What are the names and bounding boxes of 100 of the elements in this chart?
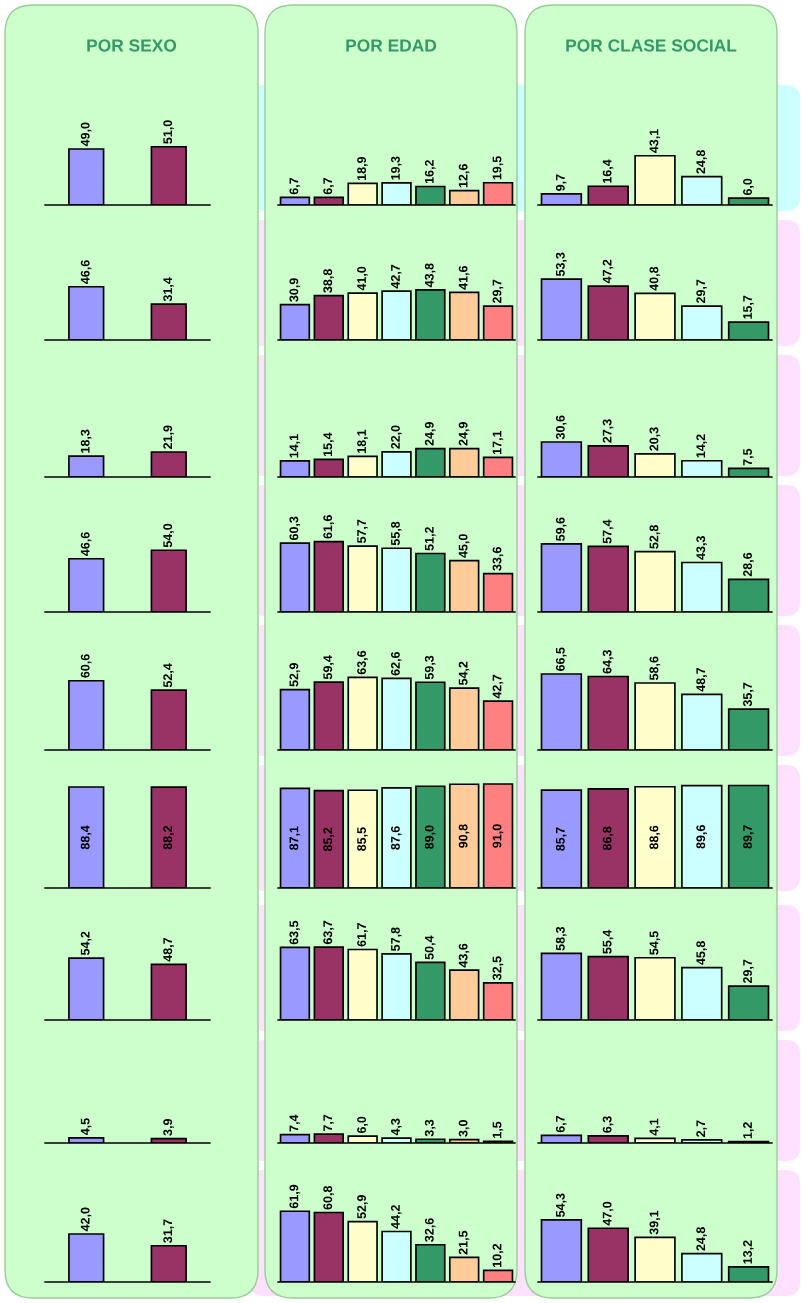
data-label: 6,7 [323,177,334,195]
data-label: 54,3 [555,1193,567,1217]
data-label: 60,8 [323,1185,334,1210]
data-label: 4,1 [649,1118,661,1136]
data-label: 6,0 [743,178,754,196]
data-label: 29,7 [743,959,754,984]
data-label: 54,0 [163,523,174,548]
data-label: 64,3 [602,650,614,674]
data-label: 24,8 [696,1227,707,1251]
data-label: 29,7 [696,279,707,304]
data-label: 88,4 [80,825,92,850]
data-label: 59,4 [323,655,334,680]
data-label: 19,5 [492,156,504,180]
data-label: 61,9 [289,1184,301,1209]
data-label: 30,9 [289,278,301,302]
data-label: 32,6 [424,1218,436,1242]
data-label: 16,4 [602,159,614,183]
data-label: 53,3 [555,252,567,277]
data-label: 87,6 [391,826,402,850]
data-label: 3,9 [163,1119,174,1136]
data-label: 43,8 [424,263,436,288]
data-label: 9,7 [555,174,567,191]
data-label: 1,2 [743,1122,754,1139]
data-label: 27,3 [602,419,614,443]
data-label: 43,6 [458,943,470,968]
data-label: 6,7 [555,1115,567,1133]
data-label: 58,3 [555,926,567,951]
data-label: 42,7 [391,264,402,289]
data-label: 38,8 [323,269,334,293]
data-label: 31,7 [163,1219,174,1243]
data-label: 44,2 [391,1205,402,1229]
data-label: 24,9 [458,422,470,446]
data-label: 88,6 [649,825,661,850]
chart-title: POR CLASE SOCIAL [566,39,737,52]
data-label: 28,6 [743,552,754,577]
data-label: 12,6 [458,164,470,188]
data-label: 2,7 [696,1120,707,1137]
data-label: 15,4 [323,432,334,457]
data-label: 85,5 [357,827,368,851]
data-label: 91,0 [492,824,504,848]
data-label: 17,1 [492,430,504,455]
data-label: 63,7 [323,920,334,945]
data-label: 20,3 [649,427,661,451]
data-label: 48,7 [696,667,707,692]
data-label: 4,3 [391,1118,402,1136]
data-label: 24,8 [696,150,707,174]
data-label: 3,0 [458,1120,470,1137]
data-label: 3,3 [424,1119,436,1137]
data-label: 57,8 [391,927,402,951]
data-label: 41,6 [458,265,470,290]
data-label: 42,0 [80,1207,92,1232]
data-label: 7,5 [743,448,754,466]
data-label: 52,9 [289,663,301,687]
data-label: 13,2 [743,1240,754,1264]
data-label: 60,6 [80,654,92,678]
data-label: 15,7 [743,295,754,319]
data-label: 48,7 [163,937,174,962]
data-label: 21,9 [163,425,174,449]
data-label: 54,2 [458,661,470,686]
data-label: 54,2 [80,931,92,956]
data-label: 61,7 [357,923,368,947]
data-label: 41,0 [357,266,368,291]
data-label: 22,0 [391,425,402,449]
data-label: 43,3 [696,536,707,560]
data-label: 59,3 [424,655,436,680]
data-label: 40,8 [649,266,661,291]
data-label: 60,3 [289,516,301,541]
data-label: 87,1 [289,826,301,850]
data-label: 62,6 [391,651,402,676]
data-label: 63,5 [289,920,301,945]
data-label: 55,4 [602,929,614,954]
data-label: 55,8 [391,521,402,546]
data-label: 6,7 [289,177,301,195]
data-label: 46,6 [80,260,92,284]
data-label: 59,6 [555,517,567,541]
data-label: 52,9 [357,1195,368,1219]
data-label: 51,2 [424,527,436,551]
data-label: 7,4 [289,1114,301,1132]
data-label: 33,6 [492,547,504,571]
data-label: 6,3 [602,1116,614,1133]
chart-title: POR EDAD [346,39,437,52]
data-label: 90,8 [458,824,470,848]
data-label: 61,6 [323,515,334,539]
data-label: 42,7 [492,674,504,699]
data-label: 6,0 [357,1116,368,1134]
data-label: 46,6 [80,532,92,556]
data-label: 49,0 [80,122,92,147]
data-label: 57,7 [357,519,368,544]
data-label: 10,2 [492,1243,504,1267]
data-label: 30,6 [555,415,567,440]
data-label: 47,0 [602,1201,614,1226]
data-label: 39,1 [649,1210,661,1235]
data-label: 19,3 [391,156,402,180]
data-label: 57,4 [602,519,614,544]
chart-title: POR SEXO [87,39,177,52]
data-label: 52,4 [163,663,174,688]
data-label: 18,9 [357,156,368,181]
data-label: 58,6 [649,656,661,681]
data-label: 54,5 [649,931,661,955]
data-label: 66,5 [555,647,567,671]
